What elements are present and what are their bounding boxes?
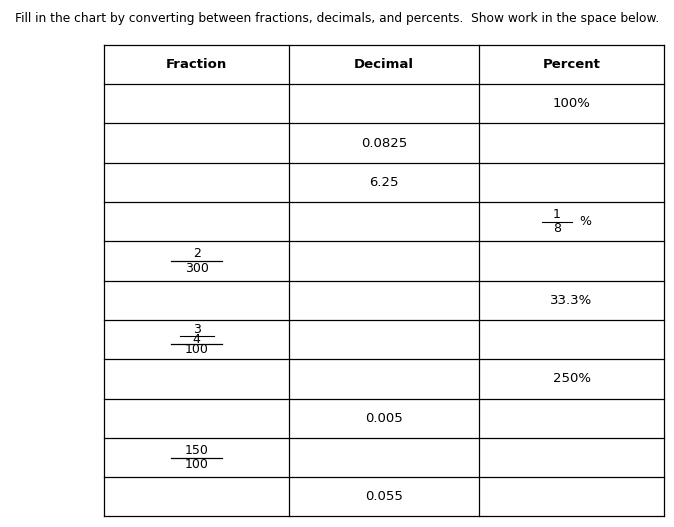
Text: 2: 2 (193, 247, 201, 260)
Text: %: % (579, 215, 591, 228)
Text: Fill in the chart by converting between fractions, decimals, and percents.  Show: Fill in the chart by converting between … (15, 12, 659, 25)
Text: 8: 8 (553, 222, 561, 235)
Text: 300: 300 (185, 261, 209, 275)
Text: 0.0825: 0.0825 (361, 136, 407, 150)
Text: 100: 100 (185, 343, 209, 356)
Text: 100%: 100% (553, 97, 590, 110)
Text: 33.3%: 33.3% (551, 294, 592, 307)
Text: 3: 3 (193, 323, 201, 336)
Text: Fraction: Fraction (166, 58, 227, 71)
Text: 4: 4 (193, 333, 201, 346)
Text: Percent: Percent (543, 58, 601, 71)
Text: 250%: 250% (553, 373, 590, 385)
Text: 100: 100 (185, 458, 209, 471)
Text: 0.005: 0.005 (365, 412, 403, 425)
Text: 1: 1 (553, 208, 561, 221)
Text: 0.055: 0.055 (365, 490, 403, 503)
Text: 150: 150 (185, 444, 209, 457)
Text: 6.25: 6.25 (369, 176, 399, 189)
Text: Decimal: Decimal (354, 58, 415, 71)
